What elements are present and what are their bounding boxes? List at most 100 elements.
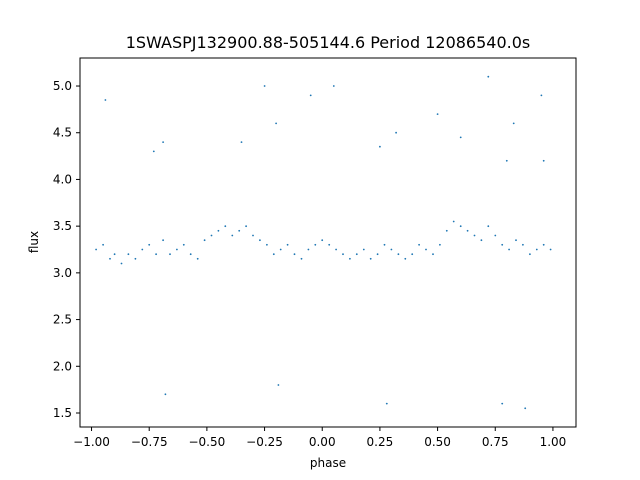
data-point (196, 257, 199, 260)
data-point (102, 243, 104, 246)
data-point (252, 234, 254, 237)
data-point (436, 113, 439, 115)
data-point (224, 225, 227, 228)
data-point (342, 253, 344, 256)
y-tick-label: 4.5 (53, 126, 72, 140)
data-point (217, 229, 220, 232)
data-point (480, 239, 483, 242)
data-point (362, 248, 365, 251)
data-point (300, 257, 303, 260)
data-point (134, 257, 137, 260)
data-point (349, 257, 351, 260)
data-point (169, 253, 171, 256)
x-tick-label: 0.00 (309, 435, 336, 449)
x-tick-label: −1.00 (73, 435, 110, 449)
x-tick-label: −0.75 (131, 435, 168, 449)
y-axis-label: flux (27, 231, 41, 253)
data-point (540, 94, 543, 97)
data-point (148, 243, 151, 246)
data-point (95, 248, 97, 251)
data-point (328, 243, 331, 246)
x-tick-label: −0.25 (246, 435, 283, 449)
data-point (383, 243, 386, 246)
data-point (104, 99, 107, 101)
data-point (189, 253, 192, 256)
data-point (203, 239, 206, 242)
data-point (210, 234, 213, 237)
data-point (432, 253, 434, 256)
data-point (395, 131, 397, 134)
data-point (411, 253, 414, 256)
data-point (164, 393, 167, 396)
data-point (369, 257, 372, 260)
data-point (293, 253, 296, 256)
y-tick-label: 3.0 (53, 266, 72, 280)
data-point (279, 248, 282, 251)
data-point (277, 384, 280, 386)
data-point (512, 122, 515, 125)
chart-title: 1SWASPJ132900.88-505144.6 Period 1208654… (126, 33, 531, 52)
data-point (487, 225, 490, 228)
data-point (542, 159, 545, 162)
data-point (141, 248, 144, 251)
data-point (501, 243, 504, 246)
data-point (452, 220, 455, 223)
plot-frame (79, 57, 577, 428)
data-point (494, 234, 497, 237)
y-axis: 1.5 2.0 2.5 3.0 3.5 4.0 4.5 5.0 (53, 79, 80, 420)
data-point (162, 239, 165, 242)
y-tick-label: 1.5 (53, 406, 72, 420)
data-point (508, 248, 510, 251)
y-tick-label: 4.0 (53, 172, 72, 186)
y-tick-label: 3.5 (53, 219, 72, 233)
data-point (466, 229, 469, 232)
data-point (162, 141, 165, 144)
data-point (263, 85, 266, 87)
data-point (418, 243, 420, 246)
x-tick-label: −0.50 (188, 435, 225, 449)
data-point (549, 248, 552, 251)
data-point (127, 253, 130, 256)
data-point (505, 159, 508, 162)
data-point (309, 94, 312, 97)
data-point (501, 402, 504, 405)
data-point (439, 243, 441, 246)
data-point (425, 248, 427, 251)
data-point (459, 136, 462, 139)
data-point (473, 234, 476, 237)
data-points (95, 75, 552, 410)
x-axis-label: phase (310, 456, 346, 470)
data-point (152, 150, 155, 153)
data-point (524, 407, 527, 410)
data-point (542, 243, 545, 246)
data-point (379, 145, 381, 148)
y-tick-label: 5.0 (53, 79, 72, 93)
data-point (445, 229, 448, 232)
x-tick-label: 0.50 (424, 435, 451, 449)
data-point (515, 239, 517, 242)
x-axis: −1.00 −0.75 −0.50 −0.25 0.00 0.25 0.50 0.75 1.00 (73, 427, 566, 449)
data-point (390, 248, 393, 251)
data-point (397, 253, 400, 256)
data-point (332, 85, 335, 87)
data-point (238, 229, 241, 232)
x-tick-label: 0.25 (367, 435, 394, 449)
data-point (120, 262, 123, 265)
data-point (109, 257, 111, 260)
data-point (266, 243, 268, 246)
data-point (245, 225, 248, 228)
data-point (240, 141, 243, 144)
data-point (529, 253, 531, 256)
data-point (176, 248, 178, 251)
data-point (113, 253, 116, 256)
data-point (404, 257, 407, 260)
data-point (231, 234, 234, 237)
y-tick-label: 2.0 (53, 359, 72, 373)
data-point (535, 248, 538, 251)
y-tick-label: 2.5 (53, 313, 72, 327)
data-point (272, 253, 275, 256)
x-tick-label: 0.75 (482, 435, 509, 449)
data-point (355, 253, 358, 256)
data-point (522, 243, 524, 246)
